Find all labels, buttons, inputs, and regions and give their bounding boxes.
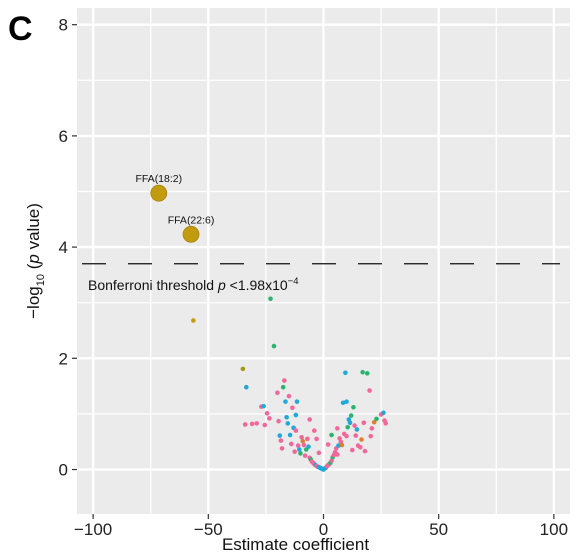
data-point — [293, 412, 299, 418]
x-axis: −100 −50 0 50 100 — [74, 514, 568, 539]
data-point — [285, 421, 291, 426]
x-tick-label: 100 — [540, 520, 568, 539]
data-point — [288, 441, 294, 447]
x-tick-label: 50 — [429, 520, 448, 539]
highlighted-point — [150, 184, 168, 202]
data-point — [299, 434, 304, 440]
data-point — [340, 400, 346, 406]
data-point — [335, 426, 340, 431]
data-point — [298, 451, 303, 456]
data-point — [191, 318, 196, 323]
data-point — [261, 403, 266, 409]
data-point — [283, 399, 288, 404]
data-point — [302, 453, 308, 458]
data-points — [191, 296, 389, 472]
data-point — [353, 433, 359, 438]
data-point — [278, 438, 284, 443]
data-point — [336, 443, 341, 448]
data-point — [244, 384, 249, 390]
data-point — [354, 427, 360, 432]
highlighted-point — [182, 225, 200, 243]
data-point — [347, 420, 353, 426]
x-tick-label: 0 — [319, 520, 328, 539]
data-point — [267, 416, 272, 421]
data-point — [279, 446, 285, 451]
data-point — [242, 422, 248, 427]
data-point — [286, 393, 292, 399]
data-point — [297, 447, 302, 452]
y-tick-label: 4 — [59, 238, 68, 257]
data-point — [362, 448, 368, 454]
data-point — [282, 378, 287, 383]
data-point — [348, 413, 354, 418]
y-tick-label: 2 — [59, 349, 68, 368]
gridlines — [77, 8, 570, 514]
data-point — [351, 404, 356, 410]
x-tick-label: −50 — [194, 520, 223, 539]
data-point — [276, 418, 281, 424]
y-tick-label: 6 — [59, 127, 68, 146]
data-point — [345, 424, 350, 430]
data-point — [262, 422, 268, 428]
data-point — [360, 369, 365, 375]
highlighted-points: FFA(18:2) FFA(22:6) — [135, 173, 215, 243]
x-tick-label: −100 — [74, 520, 112, 539]
data-point — [374, 416, 379, 422]
data-point — [284, 414, 289, 420]
data-point — [268, 296, 273, 302]
data-point — [349, 447, 355, 453]
data-point — [314, 436, 319, 442]
data-point — [294, 399, 300, 404]
data-point — [254, 421, 259, 426]
data-point — [287, 432, 293, 438]
data-point — [290, 405, 295, 411]
point-label: FFA(22:6) — [168, 214, 215, 226]
data-point — [343, 370, 348, 376]
x-axis-title: Estimate coefficient — [222, 535, 369, 553]
data-point — [352, 423, 357, 428]
panel-label: C — [8, 10, 33, 48]
y-tick-label: 0 — [59, 461, 68, 480]
data-point — [358, 444, 363, 450]
data-point — [359, 437, 364, 442]
data-point — [383, 421, 389, 426]
data-point — [325, 442, 331, 447]
data-point — [275, 390, 280, 396]
y-axis: 0 2 4 6 8 — [59, 16, 77, 480]
data-point — [305, 436, 310, 442]
data-point — [311, 428, 317, 433]
data-point — [300, 438, 306, 444]
data-point — [316, 450, 322, 456]
data-point — [277, 433, 283, 438]
data-point — [329, 432, 334, 438]
data-point — [381, 410, 386, 416]
data-point — [339, 442, 345, 448]
y-axis-title: −log10 (p value) — [24, 203, 47, 319]
data-point — [280, 384, 286, 390]
data-point — [264, 411, 270, 416]
data-point — [306, 444, 311, 450]
data-point — [249, 421, 255, 427]
data-point — [335, 452, 340, 457]
data-point — [371, 419, 377, 425]
data-point — [344, 399, 349, 404]
data-point — [307, 417, 312, 422]
data-point — [364, 371, 370, 376]
data-point — [293, 428, 299, 433]
data-point — [367, 388, 372, 393]
data-point — [368, 433, 374, 439]
data-point — [369, 426, 375, 431]
data-point — [361, 420, 367, 426]
data-point — [301, 442, 307, 448]
data-point — [295, 443, 301, 448]
threshold-label: Bonferroni threshold p <1.98x10−4 — [88, 276, 299, 293]
data-point — [240, 366, 246, 372]
data-point — [344, 433, 349, 439]
data-point — [292, 449, 298, 455]
point-label: FFA(18:2) — [135, 173, 182, 185]
y-tick-label: 8 — [59, 16, 68, 35]
data-point — [271, 343, 277, 349]
